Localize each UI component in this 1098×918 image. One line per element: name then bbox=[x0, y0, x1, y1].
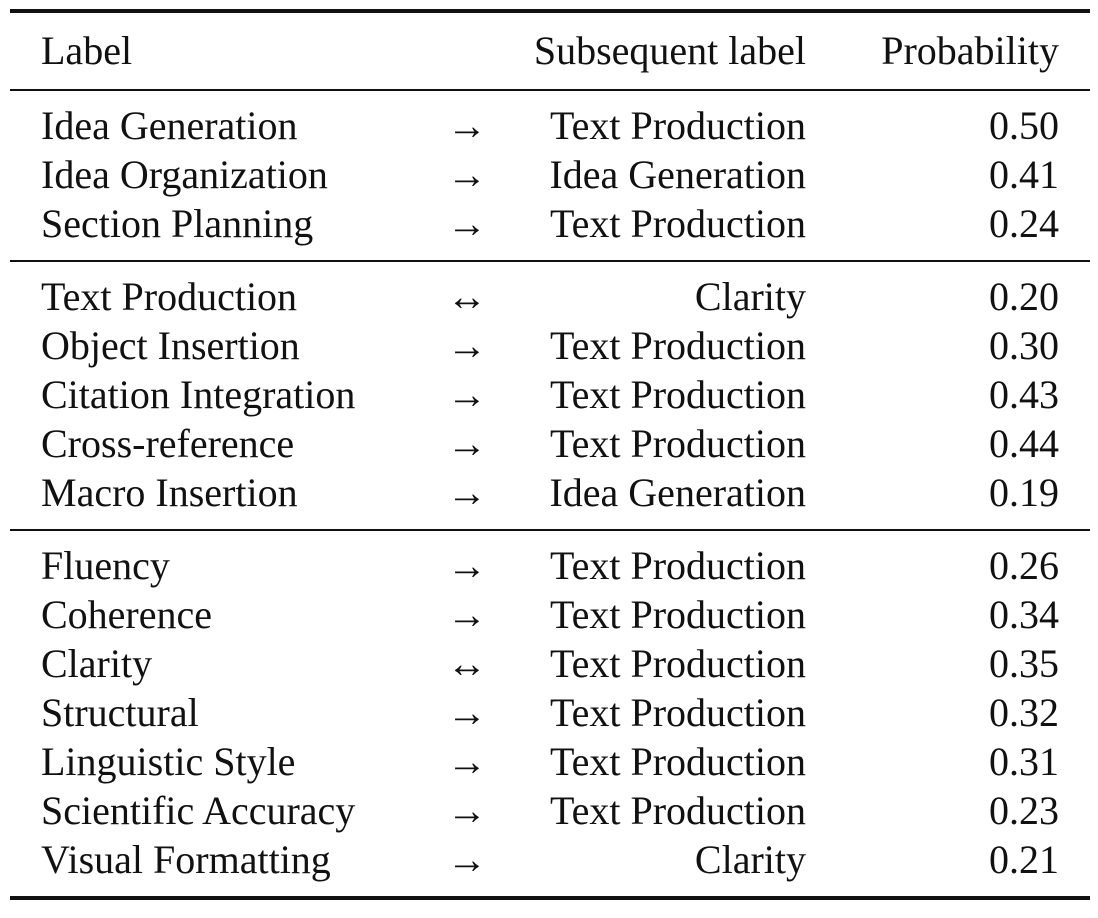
cell-probability: 0.26 bbox=[989, 543, 1059, 588]
cell-arrow: → bbox=[447, 592, 487, 637]
cell-probability: 0.32 bbox=[989, 690, 1059, 735]
cell-probability: 0.35 bbox=[989, 641, 1059, 686]
cell-label: Section Planning bbox=[41, 201, 314, 246]
cell-probability: 0.44 bbox=[989, 421, 1059, 466]
cell-subsequent-label: Text Production bbox=[549, 592, 806, 637]
cell-subsequent-label: Text Production bbox=[549, 323, 806, 368]
table-row: Object Insertion → Text Production 0.30 bbox=[10, 321, 1090, 370]
cell-subsequent-label: Idea Generation bbox=[549, 152, 806, 197]
table-row: Scientific Accuracy → Text Production 0.23 bbox=[10, 786, 1090, 835]
cell-arrow: → bbox=[447, 837, 487, 882]
cell-probability: 0.23 bbox=[989, 788, 1059, 833]
cell-label: Clarity bbox=[41, 641, 153, 686]
cell-probability: 0.50 bbox=[989, 103, 1059, 148]
bottom-rule bbox=[10, 896, 1090, 900]
table-row: Coherence → Text Production 0.34 bbox=[10, 590, 1090, 639]
table-row: Fluency → Text Production 0.26 bbox=[10, 541, 1090, 590]
cell-probability: 0.21 bbox=[989, 837, 1059, 882]
cell-label: Idea Generation bbox=[41, 103, 298, 148]
cell-label: Coherence bbox=[41, 592, 213, 637]
cell-subsequent-label: Text Production bbox=[549, 788, 806, 833]
group-rule bbox=[10, 529, 1090, 531]
cell-subsequent-label: Clarity bbox=[694, 837, 806, 882]
cell-subsequent-label: Text Production bbox=[549, 690, 806, 735]
table-row: Idea Generation → Text Production 0.50 bbox=[10, 101, 1090, 150]
cell-subsequent-label: Text Production bbox=[549, 201, 806, 246]
table-body: Idea Generation → Text Production 0.50 Idea … bbox=[10, 91, 1090, 896]
cell-subsequent-label: Text Production bbox=[549, 641, 806, 686]
table-row: Clarity ↔ Text Production 0.35 bbox=[10, 639, 1090, 688]
header-label: Label bbox=[41, 28, 133, 73]
cell-arrow: → bbox=[447, 372, 487, 417]
group-spacer bbox=[10, 91, 1090, 101]
table-row: Cross-reference → Text Production 0.44 bbox=[10, 419, 1090, 468]
cell-probability: 0.43 bbox=[989, 372, 1059, 417]
table-row: Structural → Text Production 0.32 bbox=[10, 688, 1090, 737]
cell-probability: 0.41 bbox=[989, 152, 1059, 197]
cell-probability: 0.34 bbox=[989, 592, 1059, 637]
header-probability: Probability bbox=[881, 28, 1059, 73]
cell-label: Macro Insertion bbox=[41, 470, 298, 515]
table-row: Visual Formatting → Clarity 0.21 bbox=[10, 835, 1090, 884]
cell-label: Text Production bbox=[41, 274, 298, 319]
cell-probability: 0.24 bbox=[989, 201, 1059, 246]
cell-arrow: → bbox=[447, 788, 487, 833]
top-rule bbox=[10, 9, 1090, 13]
cell-label: Cross-reference bbox=[41, 421, 295, 466]
cell-probability: 0.31 bbox=[989, 739, 1059, 784]
cell-label: Idea Organization bbox=[41, 152, 328, 197]
cell-arrow: → bbox=[447, 421, 487, 466]
cell-label: Visual Formatting bbox=[41, 837, 331, 882]
header-subsequent-label: Subsequent label bbox=[533, 28, 806, 73]
cell-label: Citation Integration bbox=[41, 372, 356, 417]
group-spacer bbox=[10, 884, 1090, 896]
table-row: Text Production ↔ Clarity 0.20 bbox=[10, 272, 1090, 321]
header-rule bbox=[10, 89, 1090, 91]
cell-arrow: → bbox=[447, 323, 487, 368]
transition-table: Label Subsequent label Probability Idea … bbox=[10, 9, 1090, 900]
table-row: Citation Integration → Text Production 0.43 bbox=[10, 370, 1090, 419]
header-row: Label Subsequent label Probability bbox=[10, 13, 1090, 89]
cell-subsequent-label: Idea Generation bbox=[549, 470, 806, 515]
table-row: Linguistic Style → Text Production 0.31 bbox=[10, 737, 1090, 786]
row-group: Fluency → Text Production 0.26 Coherence → Tex… bbox=[10, 531, 1090, 896]
cell-arrow: → bbox=[447, 470, 487, 515]
cell-probability: 0.30 bbox=[989, 323, 1059, 368]
row-group: Idea Generation → Text Production 0.50 Idea … bbox=[10, 91, 1090, 260]
cell-arrow: → bbox=[447, 543, 487, 588]
cell-arrow: ↔ bbox=[447, 641, 487, 686]
cell-arrow: → bbox=[447, 103, 487, 148]
table-row: Section Planning → Text Production 0.24 bbox=[10, 199, 1090, 248]
cell-probability: 0.19 bbox=[989, 470, 1059, 515]
cell-label: Fluency bbox=[41, 543, 170, 588]
cell-subsequent-label: Clarity bbox=[694, 274, 806, 319]
cell-arrow: → bbox=[447, 739, 487, 784]
group-spacer bbox=[10, 531, 1090, 541]
cell-arrow: → bbox=[447, 690, 487, 735]
cell-label: Object Insertion bbox=[41, 323, 300, 368]
cell-label: Scientific Accuracy bbox=[41, 788, 356, 833]
cell-probability: 0.20 bbox=[989, 274, 1059, 319]
cell-label: Structural bbox=[41, 690, 199, 735]
cell-subsequent-label: Text Production bbox=[549, 421, 806, 466]
table-row: Macro Insertion → Idea Generation 0.19 bbox=[10, 468, 1090, 517]
cell-subsequent-label: Text Production bbox=[549, 543, 806, 588]
group-spacer bbox=[10, 517, 1090, 529]
row-group: Text Production ↔ Clarity 0.20 Object Insert… bbox=[10, 262, 1090, 529]
cell-label: Linguistic Style bbox=[41, 739, 296, 784]
cell-arrow: ↔ bbox=[447, 274, 487, 319]
cell-subsequent-label: Text Production bbox=[549, 739, 806, 784]
table-row: Idea Organization → Idea Generation 0.41 bbox=[10, 150, 1090, 199]
group-rule bbox=[10, 260, 1090, 262]
cell-subsequent-label: Text Production bbox=[549, 103, 806, 148]
cell-arrow: → bbox=[447, 152, 487, 197]
group-spacer bbox=[10, 262, 1090, 272]
group-spacer bbox=[10, 248, 1090, 260]
cell-subsequent-label: Text Production bbox=[549, 372, 806, 417]
cell-arrow: → bbox=[447, 201, 487, 246]
